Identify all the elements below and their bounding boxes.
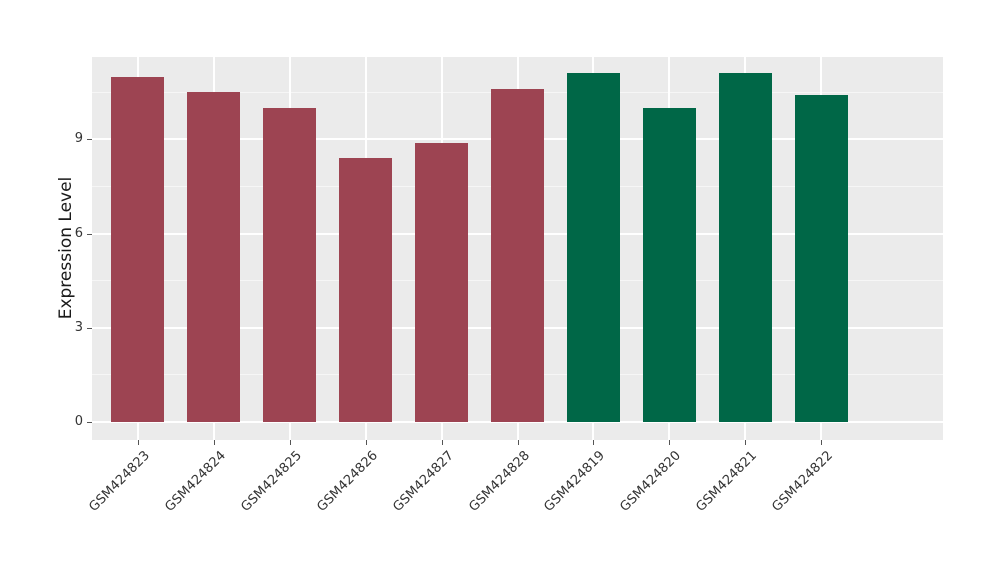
- y-tick-label: 6: [74, 225, 83, 241]
- x-tick-mark: [593, 440, 595, 445]
- x-tick-mark: [365, 440, 367, 445]
- bar-GSM424823: [110, 76, 165, 422]
- bar-GSM424824: [186, 92, 241, 422]
- x-tick-label: GSM424823: [85, 448, 153, 515]
- x-tick-mark: [441, 440, 443, 445]
- bar-GSM424821: [718, 73, 773, 422]
- bar-GSM424827: [414, 142, 469, 422]
- y-tick-label: 3: [74, 319, 83, 335]
- y-tick-label: 9: [74, 131, 83, 147]
- x-tick-mark: [137, 440, 139, 445]
- y-tick-mark: [87, 422, 92, 423]
- bar-GSM424825: [262, 108, 317, 422]
- bar-GSM424822: [794, 95, 849, 422]
- y-tick-mark: [87, 139, 92, 141]
- x-tick-mark: [517, 440, 519, 445]
- x-tick-mark: [289, 440, 291, 445]
- bar-GSM424820: [642, 108, 697, 422]
- x-tick-mark: [821, 440, 823, 445]
- x-tick-mark: [669, 440, 671, 445]
- bar-GSM424819: [566, 73, 621, 422]
- y-tick-mark: [87, 233, 92, 235]
- bar-GSM424826: [338, 158, 393, 422]
- y-tick-label: 0: [74, 414, 83, 429]
- bar-GSM424828: [490, 89, 545, 422]
- x-tick-mark: [213, 440, 215, 445]
- y-axis-title: Expression Level: [56, 176, 76, 320]
- plot-panel: [92, 57, 943, 440]
- x-tick-mark: [745, 440, 747, 445]
- y-tick-mark: [87, 327, 92, 329]
